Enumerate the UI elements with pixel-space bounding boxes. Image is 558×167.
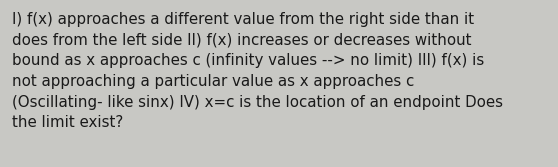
Text: I) f(x) approaches a different value from the right side than it
does from the l: I) f(x) approaches a different value fro… — [12, 12, 503, 130]
